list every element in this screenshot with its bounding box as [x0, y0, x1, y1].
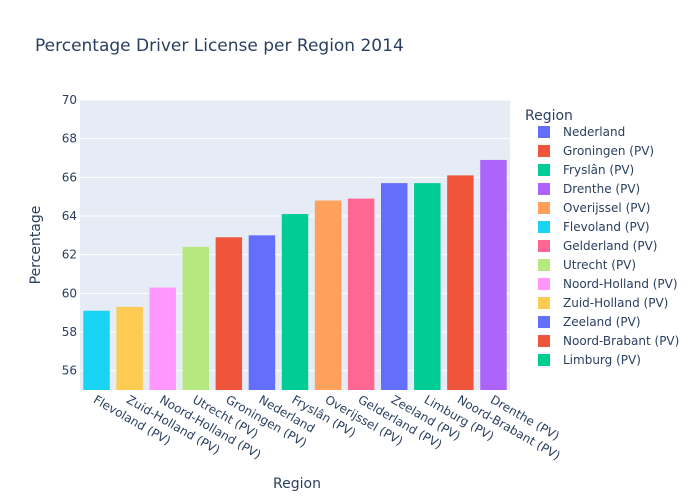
- legend-swatch: [538, 278, 550, 290]
- legend-swatch: [538, 259, 550, 271]
- bar[interactable]: [149, 287, 176, 390]
- bar[interactable]: [480, 159, 507, 390]
- y-tick-label: 66: [62, 170, 77, 184]
- bar[interactable]: [83, 310, 110, 390]
- legend-item[interactable]: Zeeland (PV): [538, 315, 641, 329]
- legend-label: Flevoland (PV): [563, 220, 650, 234]
- bar[interactable]: [281, 214, 309, 390]
- legend-label: Zuid-Holland (PV): [563, 296, 668, 310]
- y-tick-label: 58: [62, 325, 77, 339]
- bar[interactable]: [314, 200, 342, 390]
- legend-title: Region: [525, 108, 573, 124]
- legend-label: Nederland: [563, 125, 625, 139]
- legend-swatch: [538, 316, 550, 328]
- legend-label: Drenthe (PV): [563, 182, 640, 196]
- x-axis-ticks: Flevoland (PV)Zuid-Holland (PV)Noord-Hol…: [91, 392, 563, 462]
- bar[interactable]: [347, 198, 375, 390]
- bar[interactable]: [116, 306, 143, 390]
- legend: Region Nederland Groningen (PV) Fryslân (P…: [525, 108, 679, 367]
- legend-item[interactable]: Fryslân (PV): [538, 163, 634, 177]
- y-axis-title: Percentage: [28, 206, 44, 285]
- legend-label: Gelderland (PV): [563, 239, 657, 253]
- y-axis-ticks: 56 58 60 62 64 66 68 70: [62, 93, 77, 378]
- legend-swatch: [538, 354, 550, 366]
- legend-label: Groningen (PV): [563, 144, 654, 158]
- x-axis-title: Region: [273, 476, 321, 492]
- y-tick-label: 68: [62, 132, 77, 146]
- y-tick-label: 64: [62, 209, 77, 223]
- legend-swatch: [538, 240, 550, 252]
- legend-item[interactable]: Zuid-Holland (PV): [538, 296, 668, 310]
- legend-item[interactable]: Overijssel (PV): [538, 201, 650, 215]
- legend-swatch: [538, 126, 550, 138]
- bar[interactable]: [414, 183, 441, 390]
- chart-title: Percentage Driver License per Region 201…: [35, 36, 404, 56]
- legend-label: Zeeland (PV): [563, 315, 641, 329]
- bar[interactable]: [215, 237, 243, 390]
- legend-item[interactable]: Utrecht (PV): [538, 258, 636, 272]
- legend-label: Noord-Brabant (PV): [563, 334, 679, 348]
- y-tick-label: 56: [62, 364, 77, 378]
- legend-label: Overijssel (PV): [563, 201, 650, 215]
- legend-item[interactable]: Flevoland (PV): [538, 220, 650, 234]
- legend-swatch: [538, 164, 550, 176]
- legend-item[interactable]: Limburg (PV): [538, 353, 641, 367]
- legend-swatch: [538, 202, 550, 214]
- legend-item[interactable]: Gelderland (PV): [538, 239, 657, 253]
- legend-swatch: [538, 145, 550, 157]
- legend-item[interactable]: Drenthe (PV): [538, 182, 640, 196]
- legend-swatch: [538, 335, 550, 347]
- legend-item[interactable]: Noord-Holland (PV): [538, 277, 678, 291]
- legend-item[interactable]: Noord-Brabant (PV): [538, 334, 679, 348]
- legend-label: Fryslân (PV): [563, 163, 634, 177]
- legend-label: Limburg (PV): [563, 353, 641, 367]
- legend-label: Utrecht (PV): [563, 258, 636, 272]
- y-tick-label: 62: [62, 248, 77, 262]
- bar[interactable]: [182, 246, 209, 390]
- y-tick-label: 60: [62, 286, 77, 300]
- bar[interactable]: [447, 175, 474, 390]
- bar[interactable]: [248, 235, 276, 390]
- bars: [83, 159, 507, 390]
- legend-swatch: [538, 183, 550, 195]
- y-tick-label: 70: [62, 93, 77, 107]
- legend-item[interactable]: Groningen (PV): [538, 144, 654, 158]
- legend-item[interactable]: Nederland: [538, 125, 625, 139]
- bar[interactable]: [381, 183, 408, 390]
- legend-swatch: [538, 221, 550, 233]
- legend-label: Noord-Holland (PV): [563, 277, 678, 291]
- legend-swatch: [538, 297, 550, 309]
